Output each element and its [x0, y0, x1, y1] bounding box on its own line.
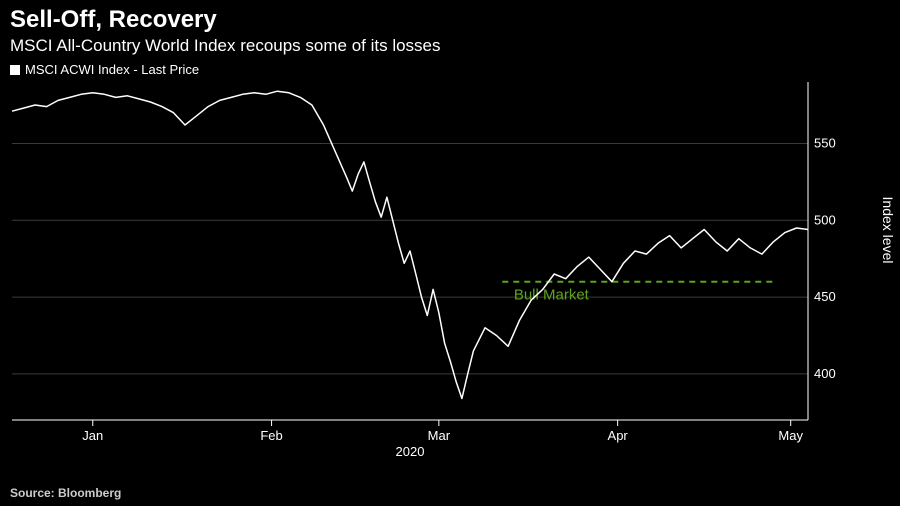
chart-container: Sell-Off, Recovery MSCI All-Country Worl…	[0, 0, 900, 506]
svg-text:Bull Market: Bull Market	[514, 287, 590, 304]
svg-text:2020: 2020	[396, 444, 425, 459]
chart-legend: MSCI ACWI Index - Last Price	[10, 62, 199, 77]
legend-square-icon	[10, 65, 20, 75]
svg-text:400: 400	[814, 366, 836, 381]
chart-title: Sell-Off, Recovery	[10, 6, 217, 34]
svg-text:Mar: Mar	[428, 428, 451, 443]
svg-text:Apr: Apr	[608, 428, 629, 443]
svg-text:Feb: Feb	[260, 428, 282, 443]
svg-text:May: May	[778, 428, 803, 443]
chart-svg: 400 450 500 550 Jan Feb Mar Apr May 2020 Bull Mark…	[10, 80, 850, 460]
svg-text:450: 450	[814, 289, 836, 304]
plot-area: 400 450 500 550 Jan Feb Mar Apr May 2020 Bull Mark…	[10, 80, 850, 460]
chart-subtitle: MSCI All-Country World Index recoups som…	[10, 36, 441, 56]
legend-label: MSCI ACWI Index - Last Price	[25, 62, 199, 77]
y-axis-title: Index level	[880, 197, 896, 264]
svg-text:Jan: Jan	[82, 428, 103, 443]
svg-text:500: 500	[814, 212, 836, 227]
source-label: Source: Bloomberg	[10, 486, 121, 500]
svg-text:550: 550	[814, 135, 836, 150]
